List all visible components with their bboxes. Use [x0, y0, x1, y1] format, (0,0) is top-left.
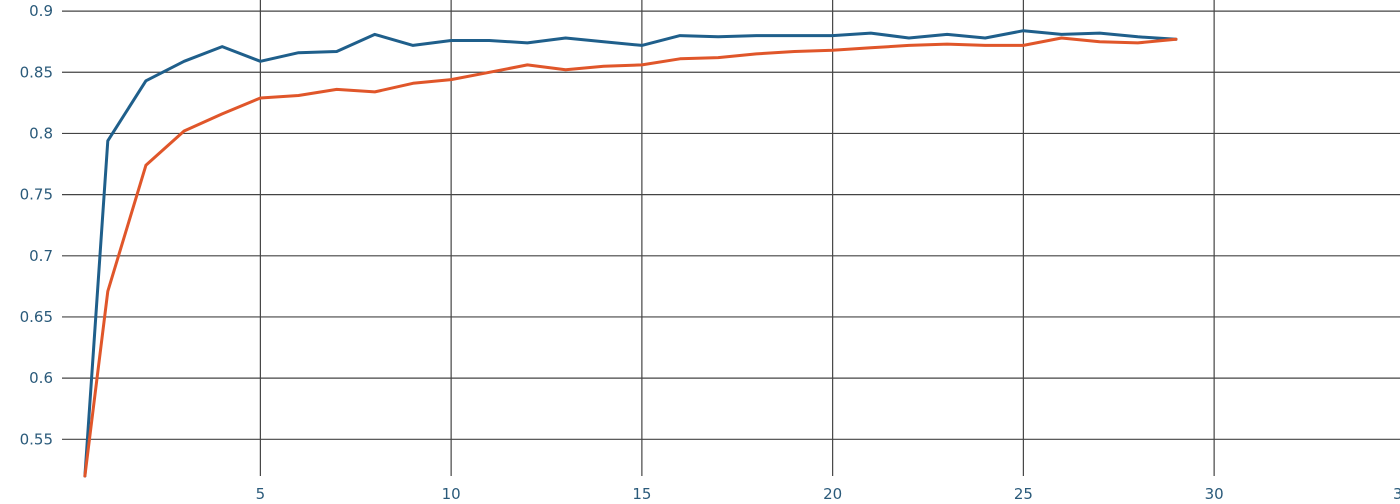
y-tick-label: 0.65	[20, 308, 53, 326]
x-tick-label: 10	[442, 485, 461, 503]
grid	[62, 0, 1400, 476]
y-tick-label: 0.9	[29, 2, 53, 20]
x-tick-label: 5	[256, 485, 266, 503]
y-tick-label: 0.8	[29, 124, 53, 142]
x-tick-label: 20	[823, 485, 842, 503]
y-axis-ticks: 0.55 0.6 0.65 0.7 0.75 0.8 0.85 0.9	[20, 2, 53, 448]
series-lines	[83, 29, 1178, 478]
x-tick-label: 30	[1205, 485, 1224, 503]
y-tick-label: 0.85	[20, 63, 53, 81]
x-tick-label: 25	[1014, 485, 1033, 503]
series-line-2	[83, 36, 1178, 478]
y-tick-label: 0.6	[29, 369, 53, 387]
y-tick-label: 0.55	[20, 430, 53, 448]
x-tick-label: 15	[632, 485, 651, 503]
x-axis-ticks: 5 10 15 20 25 30 3	[256, 485, 1400, 503]
series-line-1	[83, 29, 1178, 478]
y-tick-label: 0.75	[20, 186, 53, 204]
x-tick-label: 3	[1393, 485, 1400, 503]
y-tick-label: 0.7	[29, 247, 53, 265]
